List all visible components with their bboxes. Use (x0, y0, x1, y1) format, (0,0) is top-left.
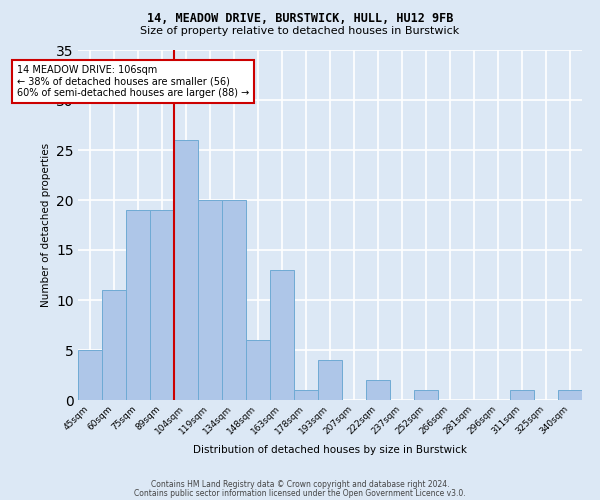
Bar (318, 360, 342, 400)
Text: Contains HM Land Registry data © Crown copyright and database right 2024.: Contains HM Land Registry data © Crown c… (151, 480, 449, 489)
Bar (126, 210, 150, 400)
Bar (558, 390, 582, 400)
Bar (174, 140, 198, 400)
Text: Contains public sector information licensed under the Open Government Licence v3: Contains public sector information licen… (134, 488, 466, 498)
Bar (102, 290, 126, 400)
Bar (270, 270, 294, 400)
Bar (366, 380, 390, 400)
Bar (150, 210, 174, 400)
Text: 14 MEADOW DRIVE: 106sqm
← 38% of detached houses are smaller (56)
60% of semi-de: 14 MEADOW DRIVE: 106sqm ← 38% of detache… (17, 65, 250, 98)
Bar (294, 390, 318, 400)
Bar (198, 200, 222, 400)
Bar (510, 390, 534, 400)
Bar (222, 200, 246, 400)
Y-axis label: Number of detached properties: Number of detached properties (41, 143, 50, 307)
Bar (246, 340, 270, 400)
X-axis label: Distribution of detached houses by size in Burstwick: Distribution of detached houses by size … (193, 444, 467, 454)
Bar (414, 390, 438, 400)
Text: 14, MEADOW DRIVE, BURSTWICK, HULL, HU12 9FB: 14, MEADOW DRIVE, BURSTWICK, HULL, HU12 … (147, 12, 453, 26)
Text: Size of property relative to detached houses in Burstwick: Size of property relative to detached ho… (140, 26, 460, 36)
Bar (78, 350, 102, 400)
